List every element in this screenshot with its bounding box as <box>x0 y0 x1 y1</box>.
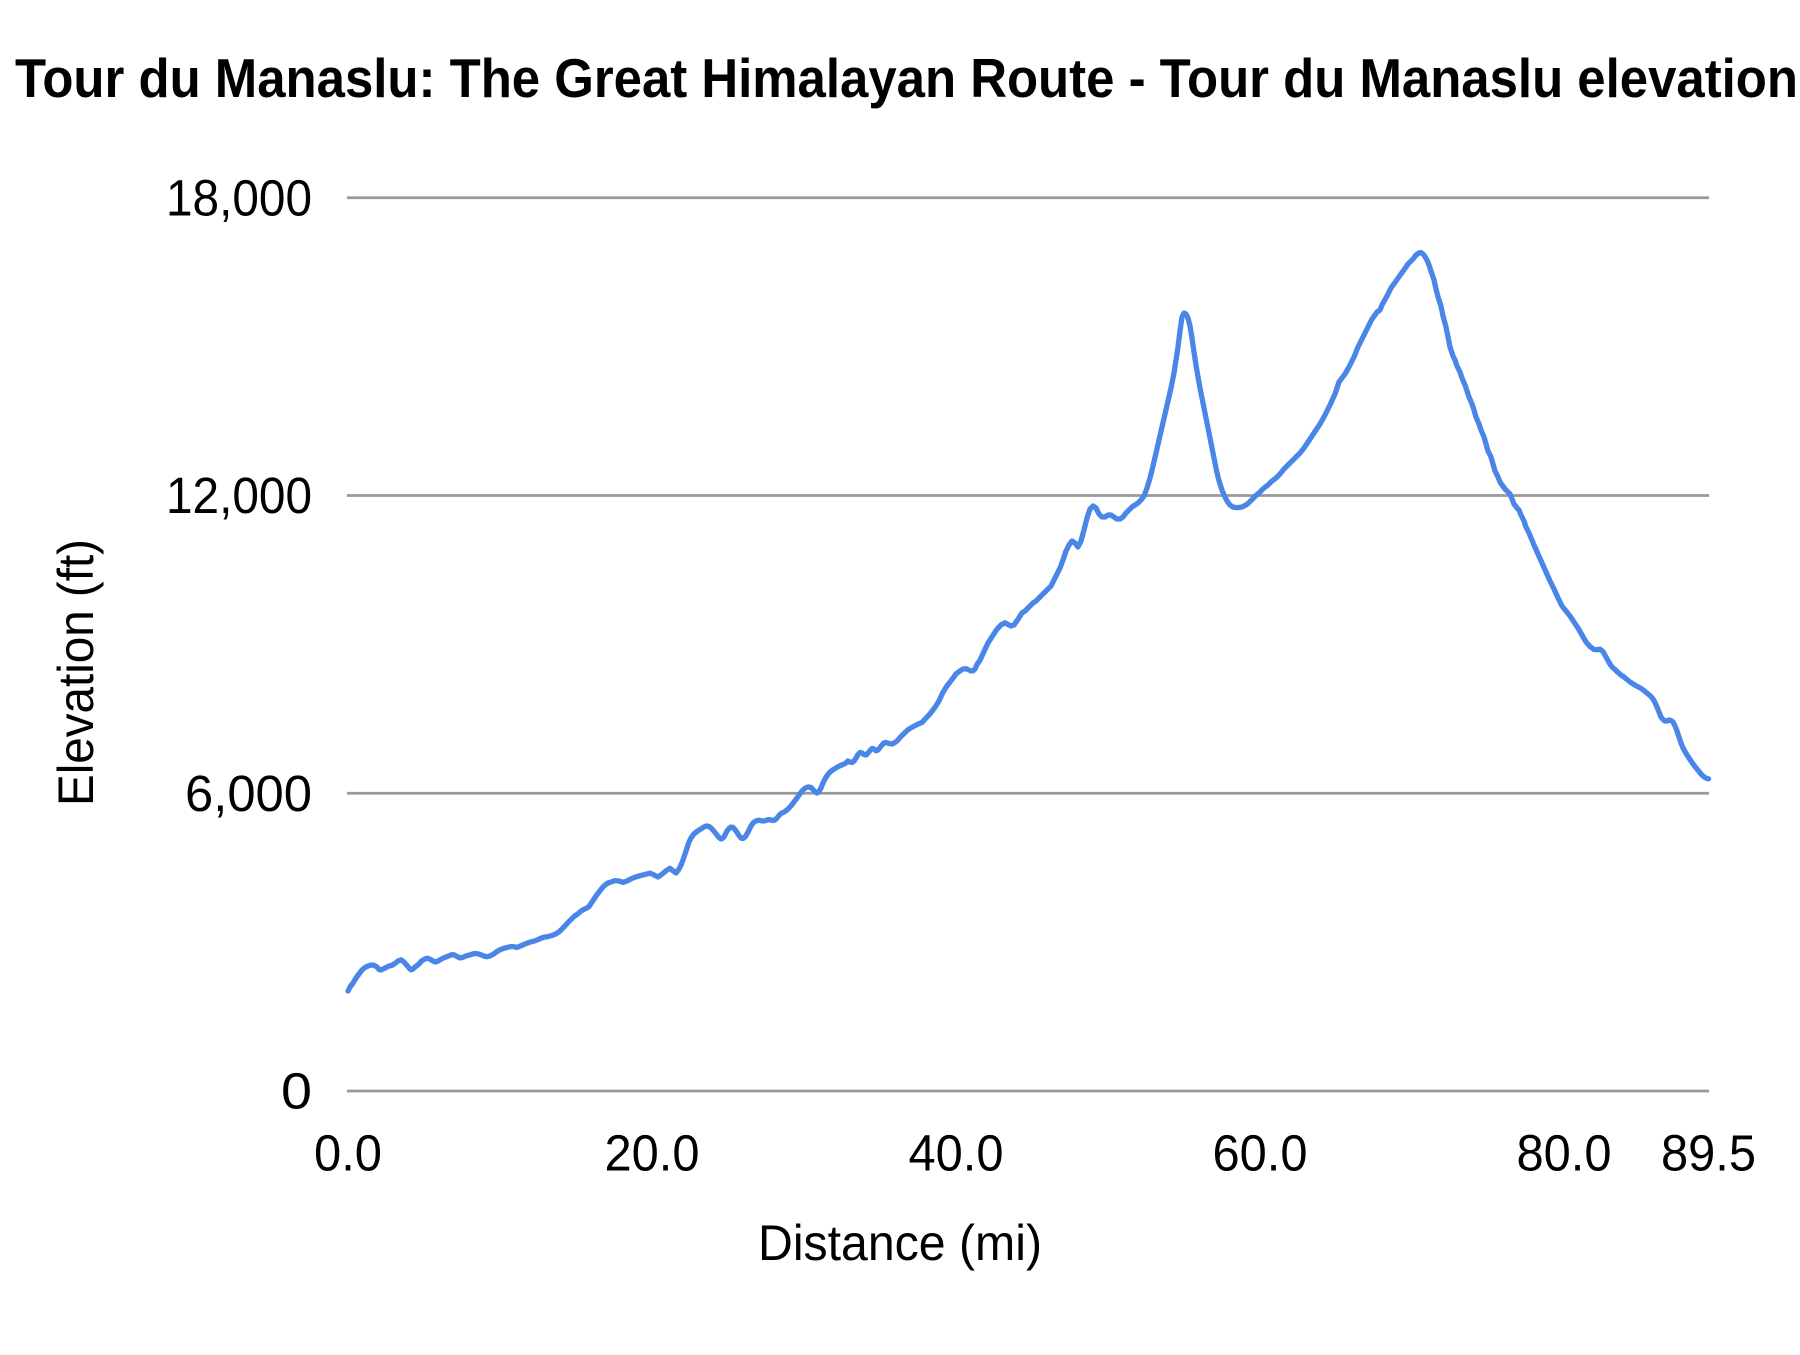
svg-text:0: 0 <box>281 1063 312 1120</box>
svg-text:6,000: 6,000 <box>185 765 312 822</box>
svg-text:0.0: 0.0 <box>314 1125 382 1182</box>
svg-text:89.5: 89.5 <box>1661 1125 1756 1182</box>
svg-text:Elevation (ft): Elevation (ft) <box>48 539 104 806</box>
svg-text:60.0: 60.0 <box>1213 1125 1308 1182</box>
svg-text:80.0: 80.0 <box>1517 1125 1612 1182</box>
svg-text:Distance (mi): Distance (mi) <box>758 1215 1042 1271</box>
svg-text:20.0: 20.0 <box>605 1125 700 1182</box>
svg-text:40.0: 40.0 <box>909 1125 1004 1182</box>
svg-text:12,000: 12,000 <box>166 467 312 524</box>
svg-text:18,000: 18,000 <box>166 169 312 226</box>
svg-text:Tour du Manaslu: The Great Him: Tour du Manaslu: The Great Himalayan Rou… <box>15 47 1798 109</box>
